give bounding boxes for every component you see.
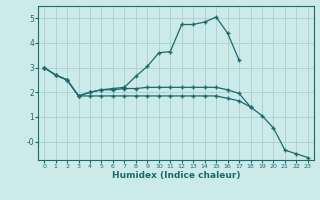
X-axis label: Humidex (Indice chaleur): Humidex (Indice chaleur) [112,171,240,180]
